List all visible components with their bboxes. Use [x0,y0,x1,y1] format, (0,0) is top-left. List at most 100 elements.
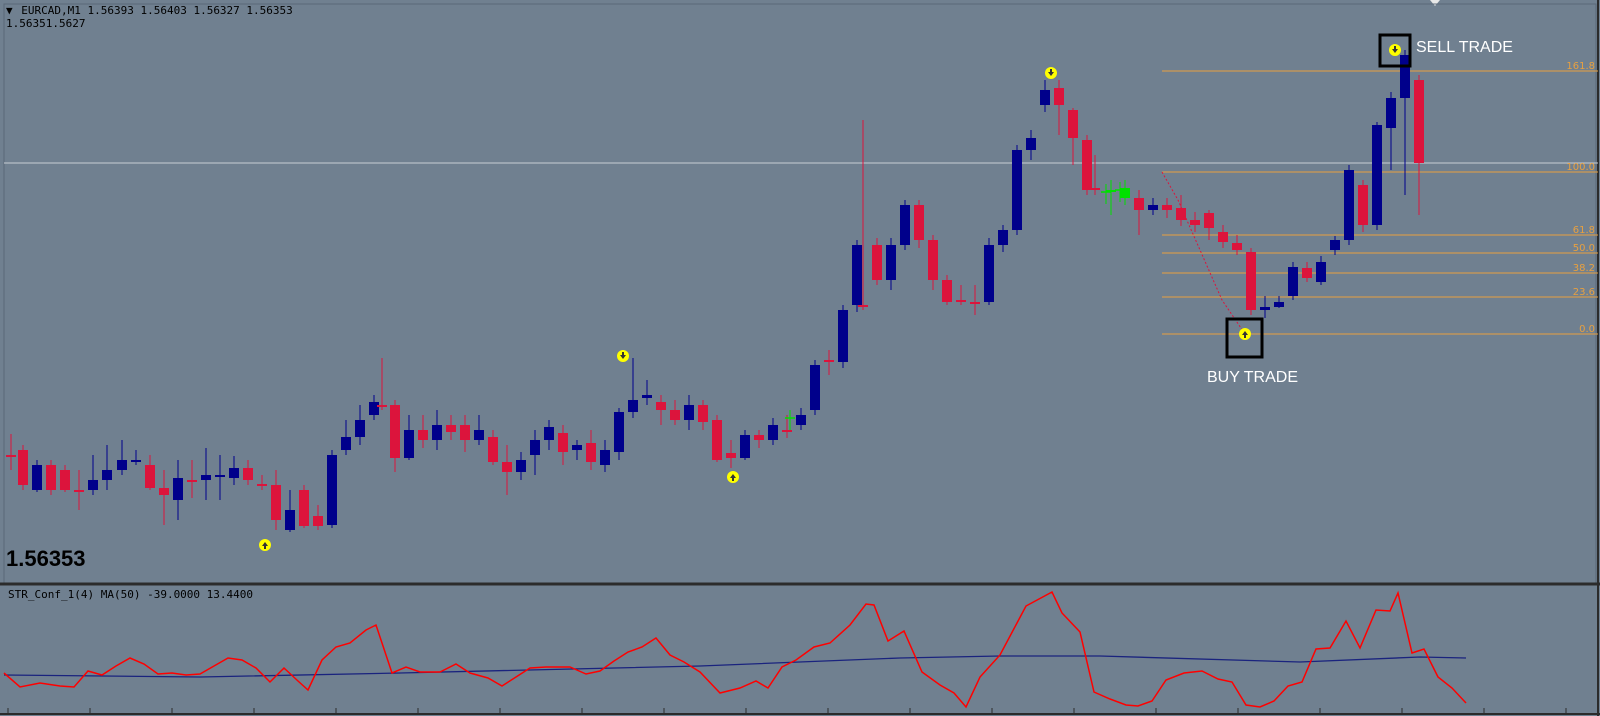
candle-body [1162,205,1172,210]
candle-body [956,300,966,302]
buy-arrow-icon-glyph [262,542,268,549]
candle-body [243,468,253,480]
candle-body [684,405,694,420]
candle-body [858,305,868,307]
candle-body [628,400,638,412]
candle-body [1330,240,1340,250]
oscillator-line [3,590,1467,709]
candle-body [341,437,351,450]
candle-body [670,410,680,420]
candle-body [1358,185,1368,225]
candle-body [586,443,596,462]
candle-body [327,455,337,525]
candle-body [516,460,526,472]
candle-body [1012,150,1022,230]
candle-body [32,465,42,490]
buy-trade-label: BUY TRADE [1207,369,1298,386]
candle-body [1246,252,1256,310]
candle-body [474,430,484,440]
candle-body [1414,80,1424,163]
candle-body [754,435,764,440]
candle-body [102,470,112,480]
candle-body [824,360,834,362]
candle-body [1302,268,1312,278]
candle-body [1054,88,1064,105]
fib-level-label: 38.2 [1573,263,1595,274]
fib-level-label: 100.0 [1566,162,1595,173]
candle-body [257,484,267,486]
buy-arrow-icon-glyph [1242,331,1248,338]
oscillator-ma-line [3,655,1467,678]
candle-body [187,480,197,482]
candle-body [1204,213,1214,228]
candle-body [1274,302,1284,307]
candle-body [201,475,211,480]
candle-body [1040,90,1050,105]
candle-body [1082,140,1092,190]
candle-body [572,445,582,450]
sell-arrow-icon-glyph [1392,46,1398,53]
candle-body [810,365,820,410]
candle-body [1344,170,1354,240]
candle-body [6,455,16,457]
candle-body [600,450,610,465]
oscillator-label: STR_Conf_1(4) MA(50) -39.0000 13.4400 [8,588,254,601]
candle-body [1288,267,1298,296]
current-price: 1.56353 [6,546,86,571]
candle-body [712,420,722,460]
fib-level-label: 50.0 [1573,243,1595,254]
candle-body [377,405,387,407]
ohlc-values: 1.56393 1.56403 1.56327 1.56353 [87,4,293,17]
candle-body [173,478,183,500]
candle-body [1190,220,1200,225]
candle-body [46,465,56,490]
candle-body [698,405,708,422]
candle-body [60,470,70,490]
candle-body [1106,190,1116,192]
candle-body [488,437,498,462]
candle-body [502,462,512,472]
candle-body [1232,243,1242,250]
candle-body [852,245,862,305]
candle-body [418,430,428,440]
candle-body [998,230,1008,245]
candle-body [369,402,379,415]
candle-body [229,468,239,478]
candle-body [131,460,141,462]
chart-shift-marker[interactable] [1430,0,1440,6]
candle-body [215,475,225,477]
candle-body [145,465,155,488]
candle-body [313,516,323,526]
candle-body [460,425,470,440]
candle-body [614,412,624,452]
fib-level-label: 161.8 [1566,61,1595,72]
candle-body [928,240,938,280]
sell-trade-label: SELL TRADE [1416,39,1513,56]
candle-body [942,280,952,302]
candle-body [117,460,127,470]
dropdown-triangle-icon[interactable]: ▼ [6,4,13,17]
sell-trade-box [1378,33,1412,68]
sell-arrow-icon-glyph [620,352,626,359]
candle-body [1068,110,1078,138]
candle-body [1218,232,1228,242]
fib-level-label: 0.0 [1579,324,1595,335]
candle-body [74,490,84,492]
candle-body [1148,205,1158,210]
candle-body [1176,208,1186,220]
candle-body [886,245,896,280]
candle-body [355,420,365,437]
candle-body [1372,125,1382,225]
candle-body [1120,188,1130,198]
candle-body [88,480,98,490]
candle-body [796,415,806,425]
candle-body [404,430,414,458]
candle-body [900,205,910,245]
candle-body [1026,138,1036,150]
candle-body [1260,307,1270,310]
main-panel-frame [3,3,1597,585]
fib-trend-line [1161,171,1246,335]
buy-arrow-icon-glyph [730,474,736,481]
